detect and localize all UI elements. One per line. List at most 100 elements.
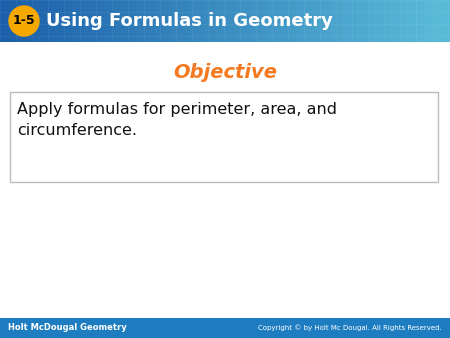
Bar [244,0,248,42]
Bar [15,0,20,42]
Bar [105,0,110,42]
Bar [60,0,65,42]
Bar [214,0,219,42]
Bar [30,0,35,42]
Bar [382,0,387,42]
Bar [379,0,383,42]
Bar [225,0,230,42]
Bar [364,0,369,42]
Bar [53,0,57,42]
Bar [150,0,155,42]
Bar [446,0,450,42]
Bar [371,0,376,42]
Bar [304,0,309,42]
Bar [161,0,166,42]
Bar [86,0,91,42]
Bar [431,0,436,42]
Bar [34,0,39,42]
Bar [240,0,245,42]
Bar [98,0,102,42]
Text: Copyright © by Holt Mc Dougal. All Rights Reserved.: Copyright © by Holt Mc Dougal. All Right… [258,325,442,331]
Bar [233,0,237,42]
Bar [334,0,338,42]
Bar [442,0,447,42]
Bar [409,0,414,42]
Bar [112,0,117,42]
Bar [262,0,267,42]
Bar [188,0,192,42]
Bar [326,0,331,42]
Bar [180,0,185,42]
Bar [315,0,320,42]
Bar [341,0,346,42]
Bar [116,0,121,42]
Bar [435,0,440,42]
Text: Apply formulas for perimeter, area, and: Apply formulas for perimeter, area, and [17,102,337,117]
Bar [292,0,297,42]
Bar [360,0,365,42]
Bar [319,0,324,42]
Bar [49,0,54,42]
Text: Holt McDougal Geometry: Holt McDougal Geometry [8,323,127,333]
Bar [428,0,432,42]
Bar [420,0,425,42]
Bar [394,0,399,42]
Bar [19,0,23,42]
Bar [349,0,354,42]
Bar [71,0,76,42]
Bar [169,0,174,42]
Bar [278,0,282,42]
Bar [345,0,350,42]
Bar [79,0,84,42]
Bar [285,0,290,42]
Bar [338,0,342,42]
Bar [413,0,417,42]
Bar [176,0,181,42]
Bar [330,0,335,42]
Bar [323,0,327,42]
Bar [296,0,301,42]
Bar [251,0,256,42]
Bar [94,0,99,42]
Bar [0,0,5,42]
Bar [221,0,226,42]
Bar [307,0,312,42]
Bar [229,0,234,42]
Bar [165,0,170,42]
Bar [289,0,293,42]
Text: circumference.: circumference. [17,123,137,138]
Bar [266,0,271,42]
Bar [368,0,372,42]
Bar [4,0,9,42]
Bar [22,0,27,42]
Bar [397,0,402,42]
Bar [311,0,316,42]
Bar [146,0,151,42]
Bar [352,0,357,42]
Bar [248,0,252,42]
Text: 1-5: 1-5 [13,15,35,27]
Text: Objective: Objective [173,63,277,81]
Bar [11,0,16,42]
Bar [26,0,31,42]
Bar [124,0,129,42]
Bar [68,0,72,42]
Bar [90,0,95,42]
Bar [154,0,158,42]
Bar [300,0,305,42]
Bar [191,0,196,42]
Circle shape [9,6,39,36]
Bar [259,0,264,42]
Bar [390,0,395,42]
Bar [127,0,132,42]
FancyBboxPatch shape [10,92,438,182]
Bar [405,0,410,42]
Bar [172,0,177,42]
Bar [199,0,203,42]
Bar [281,0,286,42]
Bar [37,0,42,42]
Bar [139,0,144,42]
Bar [375,0,380,42]
Bar [0,318,450,338]
Bar [424,0,428,42]
